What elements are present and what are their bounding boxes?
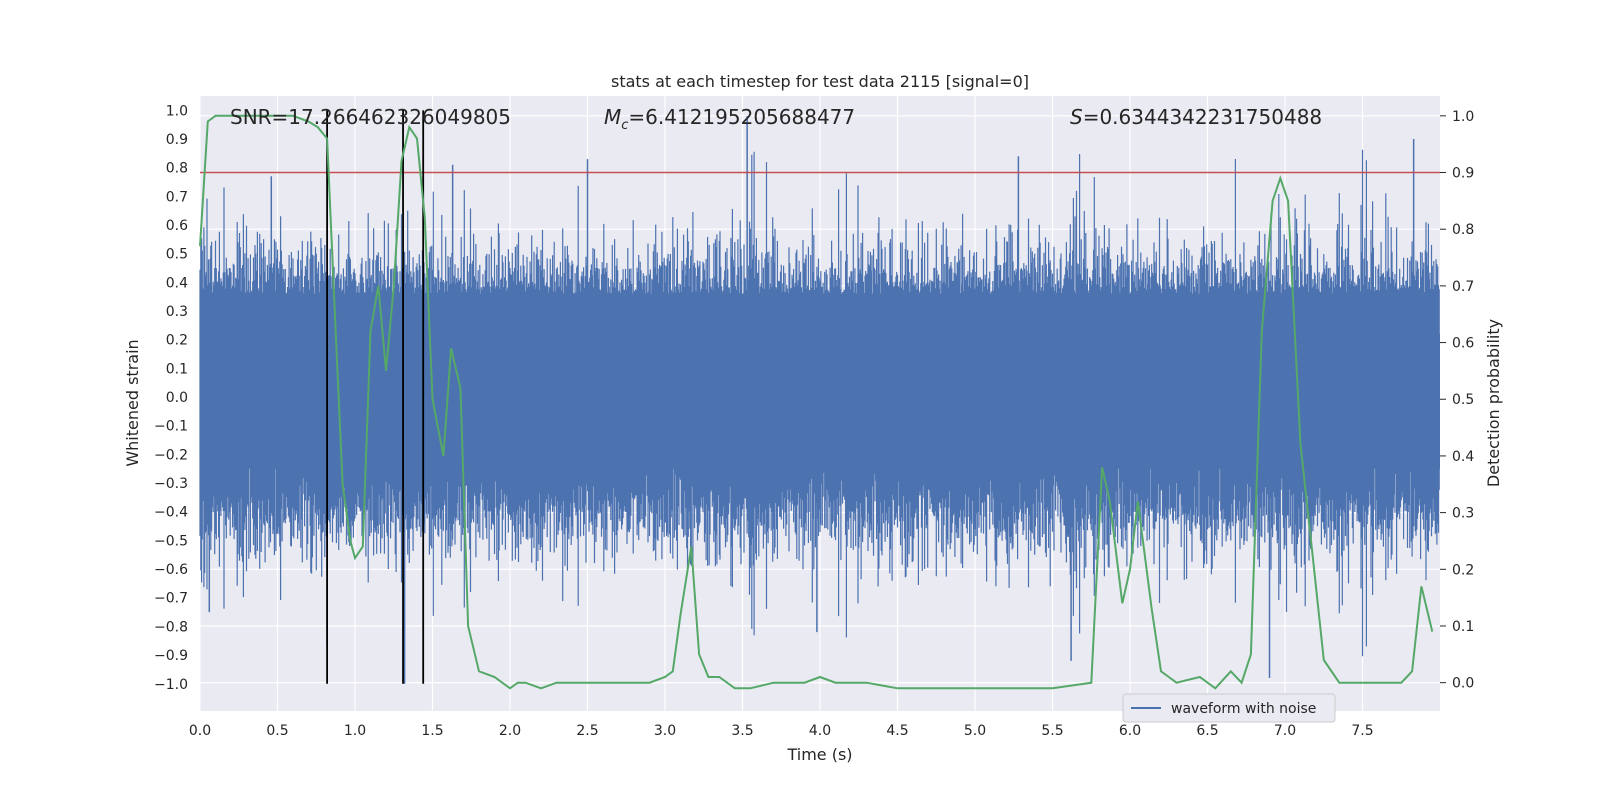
x-axis-label: Time (s) <box>786 745 852 764</box>
left-y-tick-label: −1.0 <box>154 677 188 693</box>
s-value: =0.6344342231750488 <box>1083 105 1322 129</box>
right-y-tick-label: 0.1 <box>1452 619 1474 635</box>
x-tick-label: 3.0 <box>654 723 676 739</box>
x-tick-label: 6.5 <box>1196 723 1218 739</box>
left-y-tick-label: 0.0 <box>166 390 188 406</box>
right-y-tick-label: 0.2 <box>1452 562 1474 578</box>
right-y-tick-label: 0.6 <box>1452 336 1474 352</box>
chirp-mass-annotation: Mc=6.412195205688477 <box>604 105 855 133</box>
left-y-tick-label: 1.0 <box>166 103 188 119</box>
mc-symbol: M <box>604 105 621 129</box>
x-tick-label: 1.5 <box>421 723 443 739</box>
left-y-tick-label: 0.5 <box>166 247 188 263</box>
legend-box <box>1122 693 1336 723</box>
chart-title: stats at each timestep for test data 211… <box>611 72 1029 91</box>
left-y-tick-label: −0.2 <box>154 447 188 463</box>
right-y-tick-label: 0.3 <box>1452 506 1474 522</box>
x-tick-label: 7.5 <box>1351 723 1373 739</box>
left-y-tick-label: 0.2 <box>166 333 188 349</box>
x-tick-label: 0.0 <box>189 723 211 739</box>
x-tick-label: 2.0 <box>499 723 521 739</box>
left-y-tick-label: −0.7 <box>154 591 188 607</box>
right-y-tick-label: 1.0 <box>1452 109 1474 125</box>
left-y-tick-labels: 1.0 0.9 0.8 0.7 0.6 0.5 0.4 0.3 0.2 0.1 0.0 −0.1 −0.… <box>154 103 188 692</box>
left-y-tick-label: −0.3 <box>154 476 188 492</box>
s-symbol: S <box>1070 105 1083 129</box>
left-y-tick-label: 0.9 <box>166 132 188 148</box>
snr-annotation: SNR=17.266462326049805 <box>230 105 511 129</box>
left-y-tick-label: 0.3 <box>166 304 188 320</box>
left-y-tick-label: −0.8 <box>154 619 188 635</box>
right-y-tick-label: 0.0 <box>1452 676 1474 692</box>
right-y-tick-label: 0.8 <box>1452 222 1474 238</box>
x-tick-label: 0.5 <box>266 723 288 739</box>
left-y-axis-label: Whitened strain <box>123 339 142 466</box>
left-y-tick-label: −0.4 <box>154 505 188 521</box>
waveform-core <box>200 333 1440 469</box>
detection-probability-line <box>199 114 1434 690</box>
left-y-tick-label: 0.8 <box>166 161 188 177</box>
x-tick-label: 3.5 <box>731 723 753 739</box>
x-tick-label: 6.0 <box>1119 723 1141 739</box>
left-y-tick-label: −0.6 <box>154 562 188 578</box>
mc-subscript: c <box>621 118 628 133</box>
left-y-tick-label: −0.9 <box>154 648 188 664</box>
waveform-series <box>199 116 1440 684</box>
left-y-tick-label: 0.6 <box>166 218 188 234</box>
x-tick-label: 4.5 <box>886 723 908 739</box>
mc-value: =6.412195205688477 <box>628 105 855 129</box>
left-y-tick-label: −0.5 <box>154 533 188 549</box>
x-tick-label: 2.5 <box>576 723 598 739</box>
left-y-tick-label: −0.1 <box>154 419 188 435</box>
s-annotation: S=0.6344342231750488 <box>1070 105 1322 129</box>
right-y-tick-label: 0.5 <box>1452 392 1474 408</box>
left-y-tick-label: 0.7 <box>166 189 188 205</box>
x-tick-label: 4.0 <box>809 723 831 739</box>
left-y-tick-label: 0.4 <box>166 275 188 291</box>
legend: waveform with noise <box>1122 693 1336 723</box>
x-tick-label: 5.0 <box>964 723 986 739</box>
legend-label: waveform with noise <box>1171 701 1316 717</box>
x-tick-label: 1.0 <box>344 723 366 739</box>
right-y-axis-label: Detection probability <box>1484 319 1503 487</box>
right-y-tick-label: 0.9 <box>1452 166 1474 182</box>
left-y-tick-label: 0.1 <box>166 361 188 377</box>
x-tick-label: 7.0 <box>1274 723 1296 739</box>
right-y-tick-label: 0.7 <box>1452 279 1474 295</box>
right-y-tick-label: 0.4 <box>1452 449 1474 465</box>
x-tick-label: 5.5 <box>1041 723 1063 739</box>
right-y-tick-labels: 1.0 0.9 0.8 0.7 0.6 0.5 0.4 0.3 0.2 0.1 0.0 <box>1440 109 1474 692</box>
x-tick-labels: 0.0 0.5 1.0 1.5 2.0 2.5 3.0 3.5 4.0 4.5 5.0 5.5 6.0 6… <box>189 723 1374 739</box>
